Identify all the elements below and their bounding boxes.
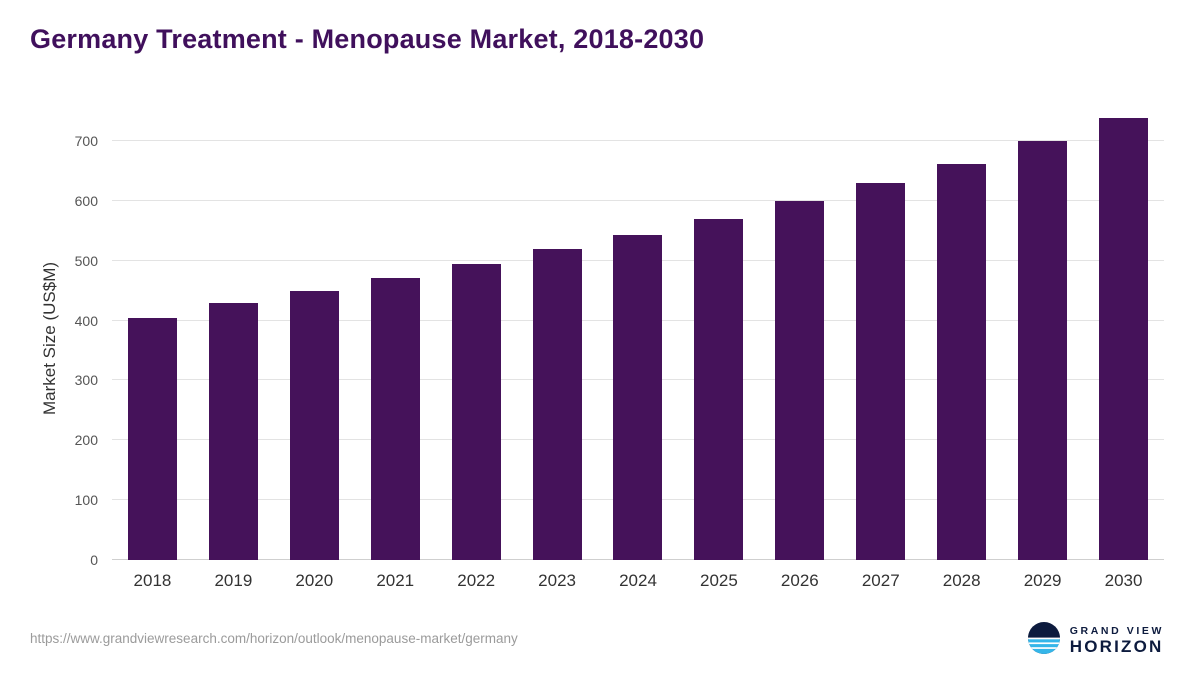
bar-2024 <box>613 234 663 560</box>
bar-slot <box>193 105 274 560</box>
bar-slot <box>1002 105 1083 560</box>
bar-slot <box>436 105 517 560</box>
y-tick-label: 300 <box>74 372 98 389</box>
bar-2028 <box>937 163 987 560</box>
y-tick-label: 600 <box>74 192 98 209</box>
gridline <box>112 139 1164 141</box>
bar-2023 <box>532 249 582 560</box>
bar-2022 <box>451 264 501 560</box>
y-tick-label: 400 <box>74 312 98 329</box>
bar-slot <box>274 105 355 560</box>
bar-2029 <box>1018 140 1068 560</box>
y-tick-label: 200 <box>74 432 98 449</box>
brand-name-top: GRAND VIEW <box>1069 624 1164 637</box>
bar-slot <box>1083 105 1164 560</box>
bar-2020 <box>289 290 339 560</box>
bar-2021 <box>370 278 420 560</box>
bar-slot <box>921 105 1002 560</box>
bar-2025 <box>694 218 744 560</box>
bar-2027 <box>856 183 906 560</box>
x-tick-label: 2020 <box>295 571 334 590</box>
bar-2019 <box>208 302 258 560</box>
source-url: https://www.grandviewresearch.com/horizo… <box>30 631 518 646</box>
gridline <box>112 199 1164 201</box>
x-tick-label: 2025 <box>700 571 738 590</box>
y-tick-label: 500 <box>74 252 98 269</box>
bar-slot <box>840 105 921 560</box>
x-tick-label: 2030 <box>1104 571 1143 590</box>
bar-2018 <box>127 317 177 560</box>
bar-2026 <box>775 201 825 560</box>
brand-logo: GRAND VIEW HORIZON <box>1027 622 1164 659</box>
x-tick-label: 2021 <box>376 571 415 590</box>
horizon-logo-icon <box>1027 622 1060 659</box>
bar-slot <box>112 105 193 560</box>
chart-title: Germany Treatment - Menopause Market, 20… <box>30 24 705 54</box>
x-axis-labels: 2018 2019 2020 2021 2022 2023 2024 2025 2026 2027… <box>112 571 1164 591</box>
brand-name-bottom: HORIZON <box>1069 636 1164 656</box>
x-tick-label: 2029 <box>1023 571 1062 590</box>
bar-slot <box>517 105 598 560</box>
brand-text: GRAND VIEW HORIZON <box>1070 625 1164 657</box>
plot-area: 2018 2019 2020 2021 2022 2023 2024 2025 2026 2027… <box>75 105 1164 590</box>
x-tick-label: 2018 <box>133 571 172 590</box>
bar-slot <box>598 105 679 560</box>
bar-slot <box>678 105 759 560</box>
x-tick-label: 2022 <box>457 571 496 590</box>
x-tick-label: 2028 <box>942 571 981 590</box>
bar-slot <box>355 105 436 560</box>
x-tick-label: 2026 <box>780 571 819 590</box>
x-tick-label: 2024 <box>619 571 657 590</box>
bars-container <box>112 105 1164 560</box>
y-tick-label: 0 <box>90 552 98 568</box>
bar-2030 <box>1099 117 1149 560</box>
y-tick-label: 100 <box>74 492 98 509</box>
y-tick-label: 700 <box>74 132 98 149</box>
y-axis-label: Market Size (US$M) <box>40 261 59 415</box>
x-tick-label: 2027 <box>861 571 900 590</box>
bar-slot <box>759 105 840 560</box>
x-tick-label: 2023 <box>538 571 576 590</box>
x-tick-label: 2019 <box>214 571 253 590</box>
